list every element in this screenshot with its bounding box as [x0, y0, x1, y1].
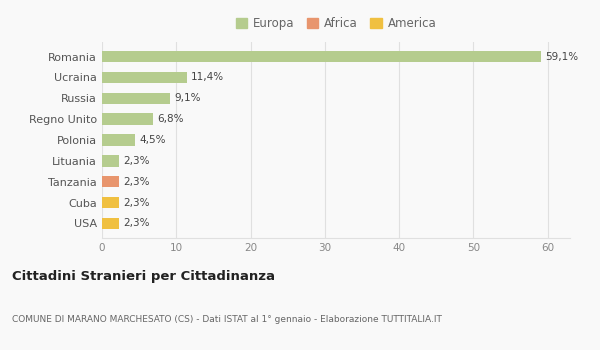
Text: 2,3%: 2,3% — [124, 218, 150, 228]
Text: 59,1%: 59,1% — [545, 52, 578, 62]
Text: 6,8%: 6,8% — [157, 114, 184, 124]
Legend: Europa, Africa, America: Europa, Africa, America — [231, 13, 441, 35]
Text: 2,3%: 2,3% — [124, 197, 150, 208]
Bar — [102, 72, 187, 83]
Bar — [102, 113, 152, 125]
Text: 2,3%: 2,3% — [124, 177, 150, 187]
Bar — [102, 197, 119, 208]
Bar — [102, 134, 136, 146]
Text: 4,5%: 4,5% — [140, 135, 166, 145]
Text: 11,4%: 11,4% — [191, 72, 224, 83]
Text: 9,1%: 9,1% — [174, 93, 200, 103]
Bar — [102, 93, 170, 104]
Bar — [102, 218, 119, 229]
Text: Cittadini Stranieri per Cittadinanza: Cittadini Stranieri per Cittadinanza — [12, 270, 275, 283]
Bar — [102, 155, 119, 167]
Text: COMUNE DI MARANO MARCHESATO (CS) - Dati ISTAT al 1° gennaio - Elaborazione TUTTI: COMUNE DI MARANO MARCHESATO (CS) - Dati … — [12, 315, 442, 324]
Text: 2,3%: 2,3% — [124, 156, 150, 166]
Bar — [102, 51, 541, 62]
Bar — [102, 176, 119, 187]
